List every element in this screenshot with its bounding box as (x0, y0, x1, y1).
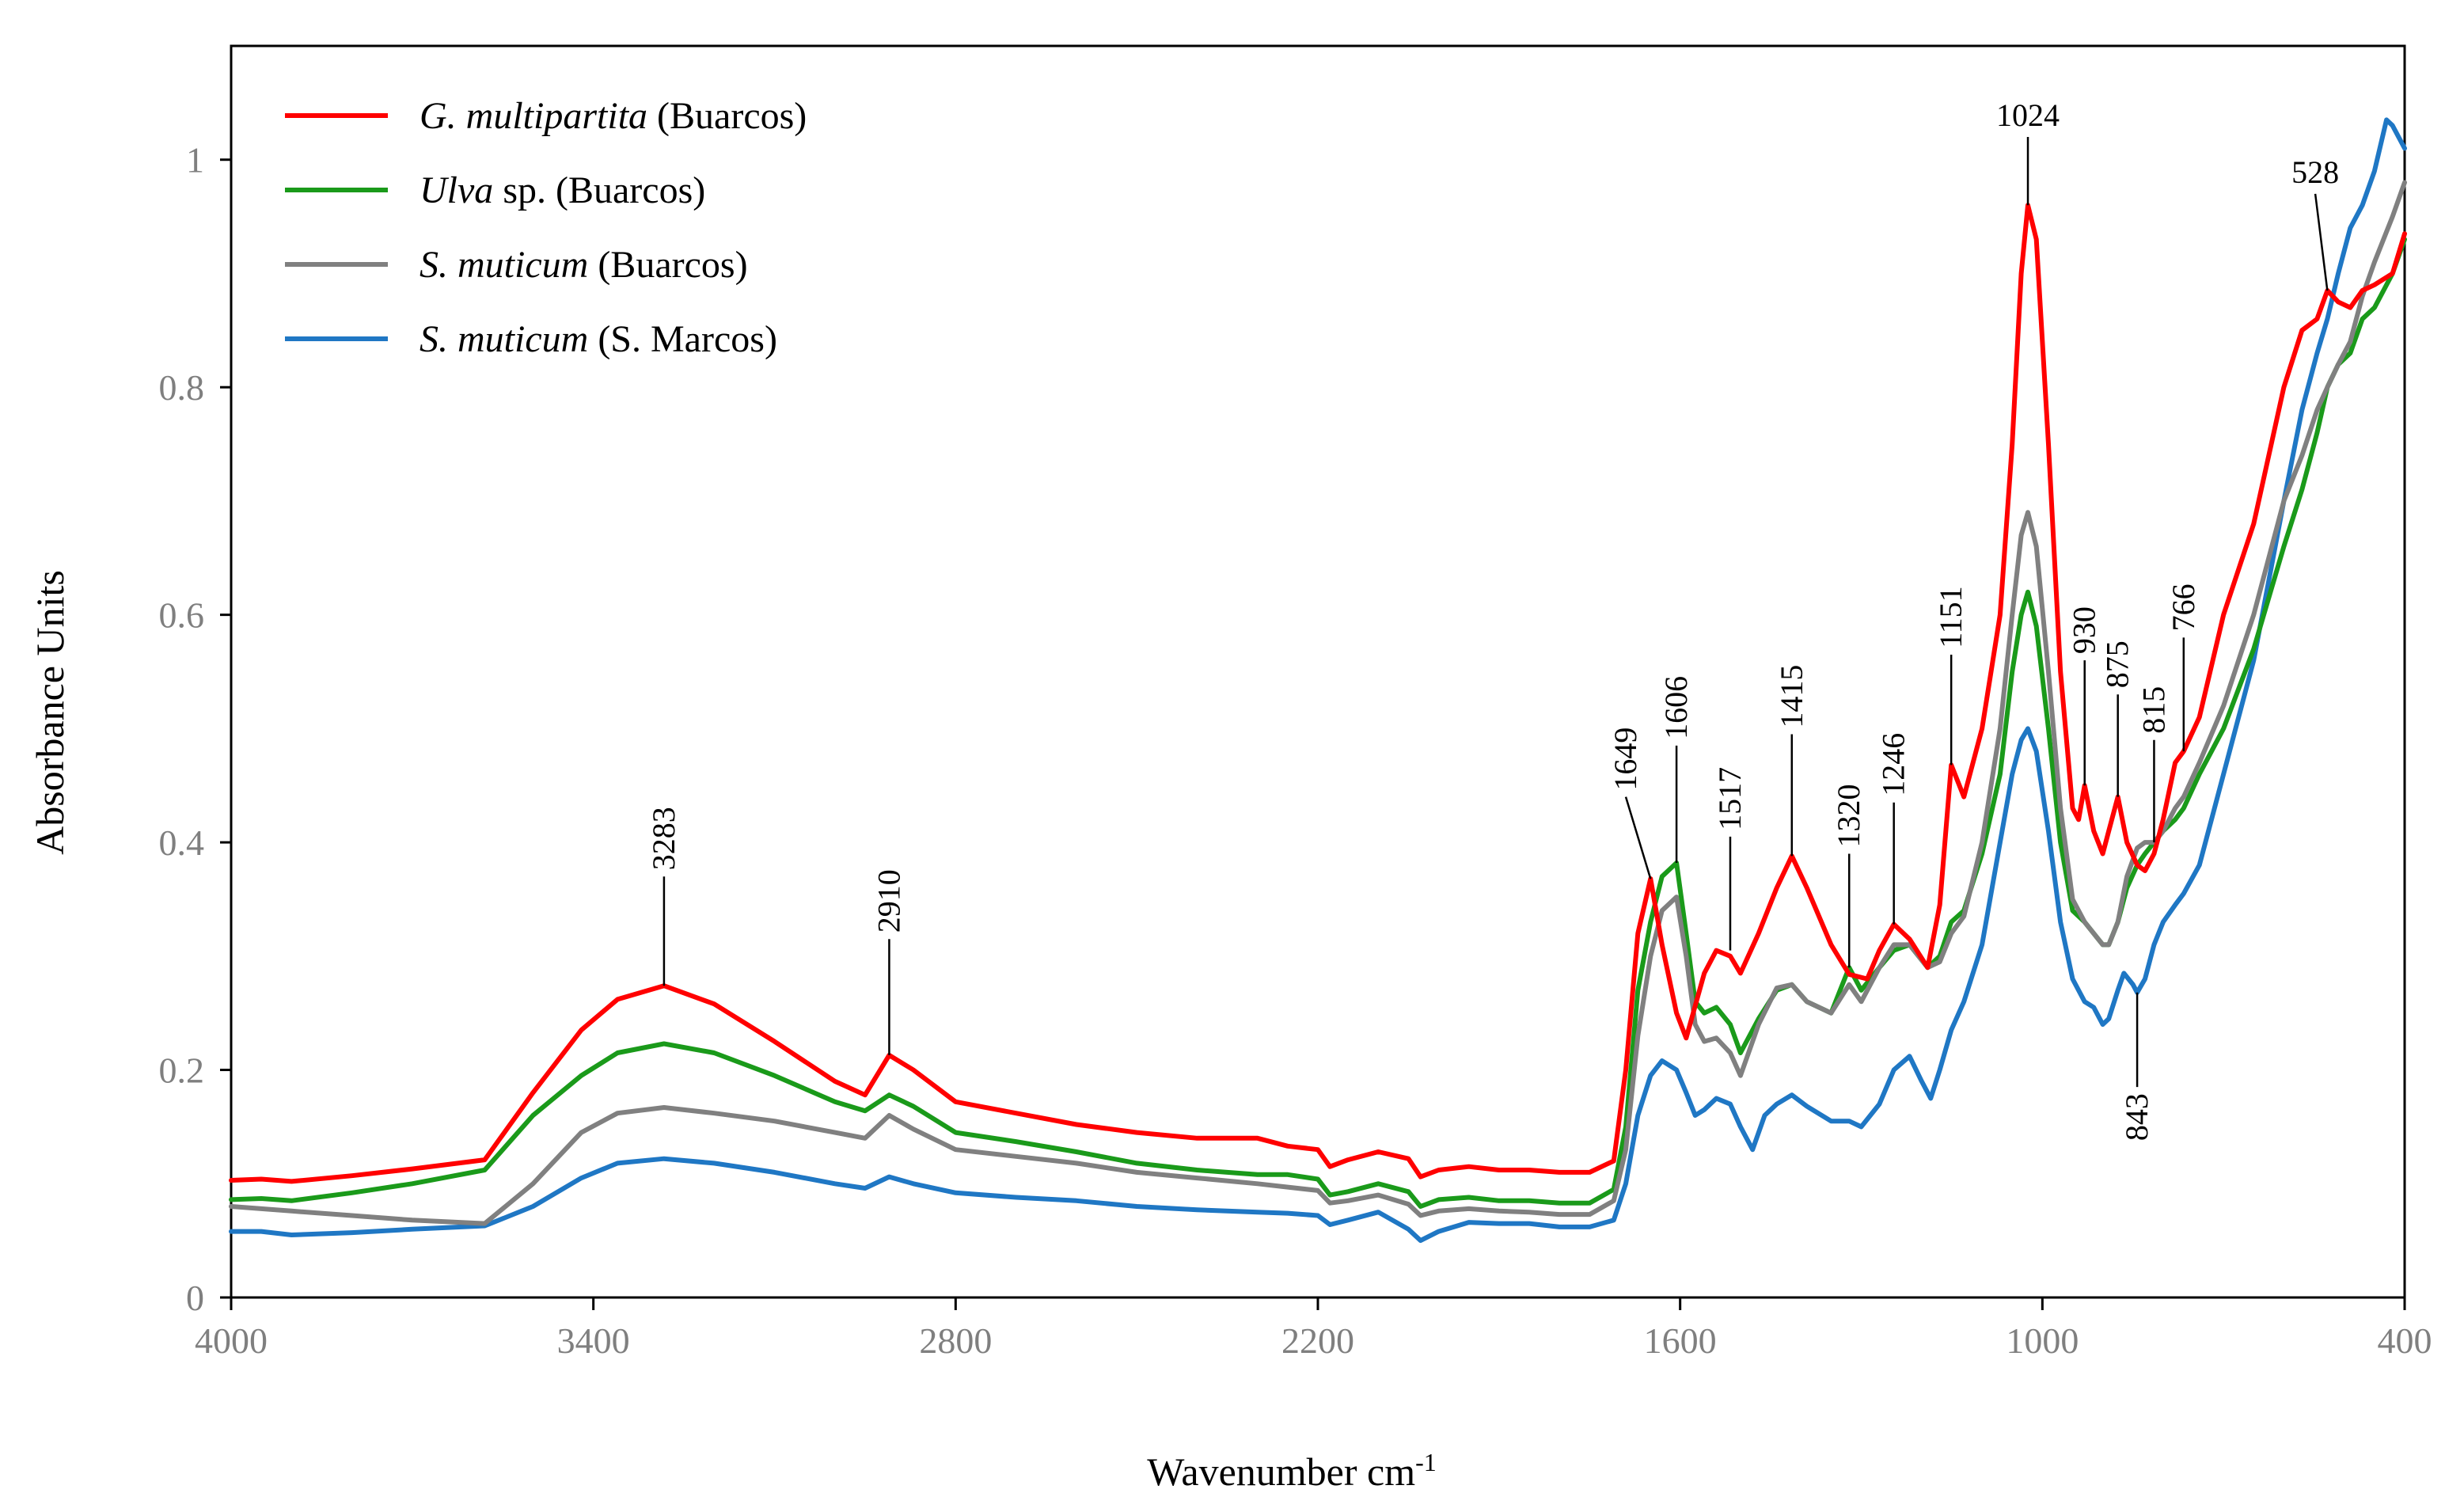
legend-species: Ulva (420, 169, 493, 211)
x-tick-label: 3400 (557, 1320, 630, 1361)
spectra-series (229, 117, 2407, 1244)
x-axis-ticks: 4000 3400 2800 2200 1600 1000 400 (195, 1297, 2432, 1361)
annotation-leader-line (2314, 193, 2329, 291)
y-tick-label: 0.8 (159, 367, 205, 408)
legend-location: (S. Marcos) (588, 318, 777, 360)
annotation-label: 930 (2067, 606, 2102, 654)
annotation-label: 1320 (1831, 784, 1866, 848)
x-axis-title-text: Wavenumber cm (1147, 1449, 1415, 1494)
annotation-label: 843 (2119, 1093, 2155, 1141)
legend-species: G. multipartita (420, 95, 647, 137)
x-tick-label: 2200 (1281, 1320, 1354, 1361)
legend-location: (Buarcos) (647, 95, 807, 137)
y-tick-label: 0 (186, 1278, 204, 1318)
legend-entry: S. muticum (S. Marcos) (420, 318, 777, 360)
x-axis-title-superscript: -1 (1415, 1448, 1437, 1476)
y-axis-ticks: 0 0.2 0.4 0.6 0.8 1 (159, 140, 231, 1318)
annotation-label: 2910 (871, 869, 906, 933)
y-tick-label: 1 (186, 140, 204, 180)
x-tick-label: 2800 (919, 1320, 992, 1361)
annotation-label: 1606 (1658, 676, 1694, 739)
legend-species: S. muticum (420, 244, 588, 286)
y-axis-title: Absorbance Units (28, 570, 72, 855)
x-tick-label: 1000 (2006, 1320, 2079, 1361)
annotation-label: 3283 (646, 807, 681, 870)
legend-entry: S. muticum (Buarcos) (420, 244, 748, 286)
legend-location: sp. (Buarcos) (493, 169, 705, 211)
legend-entry: Ulva sp. (Buarcos) (420, 169, 705, 211)
x-tick-label: 4000 (195, 1320, 268, 1361)
annotation-leader-line (1624, 796, 1652, 879)
annotation-label: 1024 (1996, 97, 2060, 133)
legend: G. multipartita (Buarcos) Ulva sp. (Buarc… (285, 95, 807, 360)
legend-location: (Buarcos) (588, 244, 747, 286)
annotation-label: 766 (2166, 583, 2201, 631)
series-line-3 (229, 117, 2407, 1244)
y-tick-label: 0.2 (159, 1050, 205, 1091)
annotation-label: 1246 (1876, 733, 1912, 796)
annotation-label: 1151 (1933, 586, 1969, 648)
peak-annotations: 3283 2910 1649 1606 1517 1415 1320 1246 1151 1024… (646, 97, 2339, 1141)
legend-entry: G. multipartita (Buarcos) (420, 95, 807, 137)
x-axis-title: Wavenumber cm-1 (1147, 1448, 1437, 1494)
x-tick-label: 1600 (1644, 1320, 1717, 1361)
annotation-label: 815 (2136, 686, 2171, 734)
annotation-label: 528 (2291, 154, 2339, 190)
y-tick-label: 0.4 (159, 822, 205, 863)
series-line-0 (229, 203, 2407, 1184)
annotation-label: 1517 (1712, 767, 1748, 830)
y-tick-label: 0.6 (159, 595, 205, 636)
annotation-label: 1415 (1774, 665, 1809, 728)
plot-area (230, 44, 2406, 1299)
x-tick-label: 400 (2378, 1320, 2432, 1361)
annotation-label: 1649 (1608, 728, 1643, 791)
annotation-label: 875 (2100, 640, 2136, 688)
legend-species: S. muticum (420, 318, 588, 360)
